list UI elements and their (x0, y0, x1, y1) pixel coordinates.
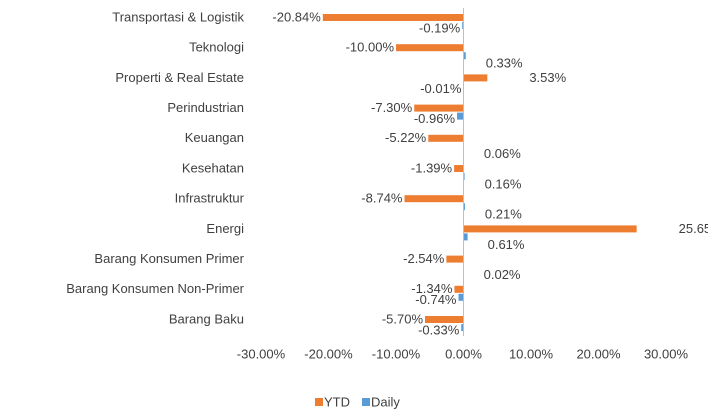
x-tick-label: -30.00% (237, 346, 286, 361)
data-label: -0.01% (420, 81, 462, 96)
category-label: Properti & Real Estate (115, 70, 244, 85)
legend-label: YTD (324, 394, 350, 409)
data-label: 3.53% (529, 70, 566, 85)
category-label: Keuangan (185, 130, 244, 145)
data-label: 0.02% (484, 267, 521, 282)
data-label: -0.74% (415, 292, 457, 307)
bar (428, 135, 463, 142)
x-tick-label: 20.00% (576, 346, 621, 361)
category-label: Barang Baku (169, 311, 244, 326)
category-label: Transportasi & Logistik (112, 9, 244, 24)
bar (464, 233, 468, 240)
data-label: -7.30% (371, 100, 413, 115)
x-tick-label: 30.00% (644, 346, 689, 361)
data-label: 0.33% (486, 56, 523, 71)
bar (457, 113, 463, 120)
x-tick-label: 0.00% (445, 346, 482, 361)
data-label: 0.16% (485, 176, 522, 191)
bar (464, 74, 488, 81)
bar (405, 195, 464, 202)
data-label: -2.54% (403, 251, 445, 266)
category-label: Teknologi (189, 40, 244, 55)
data-label: 25.65% (679, 221, 708, 236)
data-label: 0.06% (484, 146, 521, 161)
data-label: -10.00% (346, 40, 395, 55)
data-label: -0.33% (418, 322, 460, 337)
data-label: -0.19% (419, 20, 461, 35)
bar (446, 256, 463, 263)
legend-label: Daily (371, 394, 400, 409)
data-label: -5.22% (385, 130, 427, 145)
category-label: Perindustrian (167, 100, 244, 115)
data-label: -0.96% (414, 111, 456, 126)
x-tick-label: -20.00% (304, 346, 353, 361)
bar (459, 294, 464, 301)
data-label: 0.61% (488, 237, 525, 252)
legend-swatch (362, 398, 370, 406)
data-label: -20.84% (272, 9, 321, 24)
legend-swatch (315, 398, 323, 406)
category-label: Infrastruktur (175, 191, 245, 206)
category-label: Barang Konsumen Primer (94, 251, 244, 266)
bar (454, 165, 463, 172)
bar (396, 44, 464, 51)
data-label: 0.21% (485, 207, 522, 222)
category-label: Kesehatan (182, 160, 244, 175)
category-label: Barang Konsumen Non-Primer (66, 281, 244, 296)
x-tick-label: -10.00% (372, 346, 421, 361)
category-label: Energi (206, 221, 244, 236)
data-label: -1.39% (411, 160, 453, 175)
data-label: -8.74% (361, 191, 403, 206)
x-tick-label: 10.00% (509, 346, 554, 361)
bar (464, 225, 637, 232)
